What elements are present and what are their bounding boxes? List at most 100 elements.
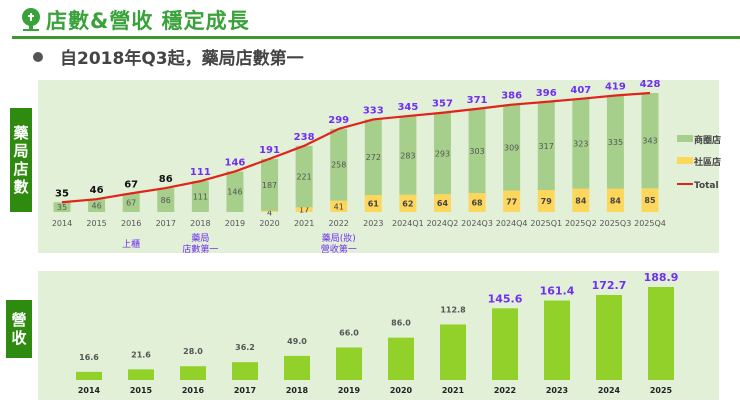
total-label: 396 — [536, 88, 557, 99]
revenue-bar — [440, 324, 466, 380]
commercial-store-bar — [330, 128, 348, 201]
x-tick-label: 2022 — [494, 386, 516, 395]
revenue-label: 188.9 — [644, 271, 679, 284]
commercial-store-label: 323 — [573, 140, 588, 149]
revenue-label: 28.0 — [183, 347, 203, 356]
community-store-bar — [537, 190, 555, 212]
community-store-bar — [641, 188, 659, 212]
x-tick-label: 2014 — [52, 219, 72, 228]
community-store-label: 84 — [610, 196, 622, 205]
total-line — [61, 91, 651, 204]
total-label: 407 — [570, 85, 591, 96]
x-tick-label: 2018 — [286, 386, 309, 395]
x-tick-label: 2016 — [121, 219, 141, 228]
commercial-store-label: 221 — [296, 173, 311, 182]
revenue-bar — [596, 294, 622, 380]
commercial-store-bar — [261, 158, 279, 211]
x-tick-label: 2024Q4 — [496, 219, 528, 228]
legend-label: Total — [694, 181, 719, 191]
commercial-store-bar — [503, 104, 521, 191]
x-tick-label: 2023 — [546, 386, 568, 395]
community-store-bar — [261, 210, 279, 212]
commercial-store-label: 46 — [91, 202, 101, 211]
total-label: 333 — [363, 105, 384, 116]
revenue-label: 36.2 — [235, 343, 255, 352]
commercial-store-label: 146 — [227, 188, 242, 197]
commercial-store-bar — [364, 119, 382, 196]
revenue-bar — [544, 300, 570, 380]
total-label: 46 — [90, 185, 104, 196]
x-tick-label: 2015 — [130, 386, 153, 395]
milestone-annotation: 店數第一 — [182, 243, 218, 255]
x-tick-label: 2021 — [294, 219, 314, 228]
x-tick-label: 2024Q1 — [392, 219, 424, 228]
commercial-store-bar — [399, 116, 417, 195]
x-tick-label: 2023 — [363, 219, 383, 228]
revenue-bar — [336, 347, 362, 380]
revenue-label: 49.0 — [287, 337, 307, 346]
community-store-label: 64 — [437, 199, 449, 208]
commercial-store-label: 343 — [642, 137, 657, 146]
revenue-label: 145.6 — [488, 292, 523, 305]
commercial-store-label: 335 — [608, 138, 623, 147]
revenue-label: 112.8 — [440, 305, 466, 314]
total-label: 386 — [501, 91, 522, 102]
commercial-store-bar — [468, 108, 486, 194]
revenue-bar — [128, 369, 154, 380]
total-label: 371 — [467, 95, 488, 106]
community-store-label: 4 — [267, 208, 272, 217]
community-store-bar — [364, 195, 382, 212]
x-tick-label: 2019 — [338, 386, 361, 395]
revenue-label: 66.0 — [339, 329, 359, 338]
total-label: 299 — [328, 115, 349, 126]
total-label: 67 — [124, 179, 138, 190]
legend-label: 商圈店 — [694, 134, 721, 146]
revenue-bar — [648, 287, 674, 380]
page-title: 店數&營收 穩定成長 — [46, 9, 250, 33]
commercial-store-label: 309 — [504, 144, 519, 153]
community-store-bar — [468, 193, 486, 212]
x-tick-label: 2017 — [234, 386, 256, 395]
bullet-icon — [33, 52, 43, 62]
revenue-label: 172.7 — [592, 279, 627, 292]
x-tick-label: 2019 — [225, 219, 245, 228]
milestone-annotation: 藥局 — [191, 232, 209, 244]
commercial-store-label: 303 — [469, 147, 484, 156]
revenue-label: 161.4 — [540, 285, 575, 298]
total-label: 146 — [225, 157, 246, 168]
revenue-bar — [76, 371, 102, 380]
x-tick-label: 2018 — [190, 219, 210, 228]
x-tick-label: 2014 — [78, 386, 101, 395]
community-store-label: 61 — [368, 200, 380, 209]
legend-swatch — [677, 157, 693, 164]
commercial-store-bar — [157, 188, 175, 212]
x-tick-label: 2024Q2 — [427, 219, 459, 228]
x-tick-label: 2020 — [390, 386, 413, 395]
commercial-store-bar — [537, 101, 555, 191]
x-tick-label: 2015 — [86, 219, 106, 228]
commercial-store-bar — [641, 93, 659, 189]
revenue-bar — [284, 355, 310, 380]
commercial-store-bar — [295, 145, 313, 208]
subtitle: 自2018年Q3起，藥局店數第一 — [60, 49, 304, 69]
total-label: 238 — [294, 132, 315, 143]
community-store-bar — [433, 194, 451, 212]
total-label: 428 — [640, 79, 661, 90]
commercial-store-bar — [606, 95, 624, 189]
revenue-label: 21.6 — [131, 350, 151, 359]
commercial-store-label: 283 — [400, 151, 415, 160]
legend-swatch — [677, 135, 693, 142]
commercial-store-label: 293 — [435, 149, 450, 158]
commercial-store-label: 67 — [126, 199, 136, 208]
community-store-label: 68 — [471, 199, 483, 208]
commercial-store-label: 272 — [366, 153, 381, 162]
revenue-bar — [388, 337, 414, 380]
x-tick-label: 2020 — [259, 219, 279, 228]
legend-label: 社區店 — [693, 156, 721, 168]
commercial-store-bar — [191, 181, 209, 212]
commercial-store-label: 317 — [539, 142, 554, 151]
milestone-annotation: 藥局(妝) — [322, 232, 356, 244]
commercial-store-bar — [88, 199, 106, 212]
community-store-bar — [572, 188, 590, 212]
